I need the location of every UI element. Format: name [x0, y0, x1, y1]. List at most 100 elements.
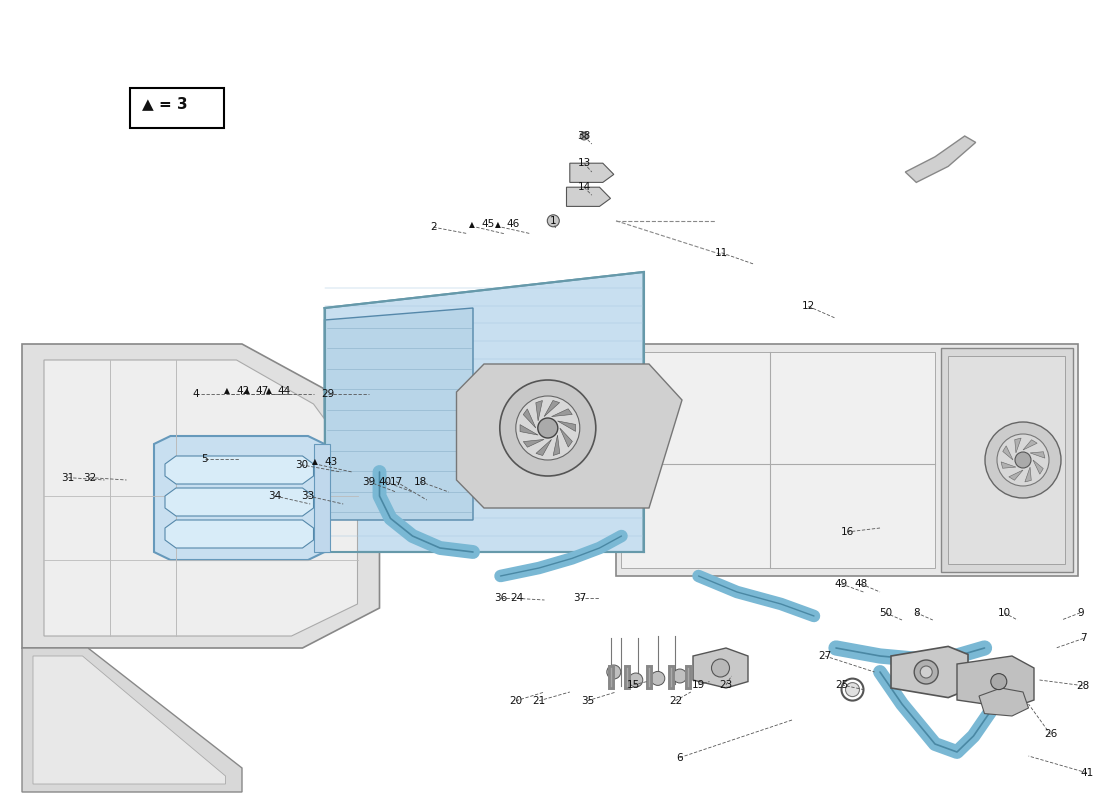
Text: 16: 16 — [840, 527, 854, 537]
Text: 12: 12 — [802, 302, 815, 311]
Polygon shape — [957, 656, 1034, 708]
Text: 26: 26 — [1044, 730, 1057, 739]
Text: 35: 35 — [581, 696, 594, 706]
Polygon shape — [1001, 462, 1016, 468]
Polygon shape — [1003, 446, 1013, 460]
Polygon shape — [544, 401, 560, 417]
Text: 47: 47 — [256, 386, 270, 396]
Text: ▲ = 3: ▲ = 3 — [143, 97, 188, 111]
Polygon shape — [891, 646, 968, 698]
Polygon shape — [165, 456, 314, 484]
Polygon shape — [314, 444, 330, 552]
Polygon shape — [524, 439, 544, 447]
Text: 25: 25 — [835, 680, 848, 690]
Text: 14: 14 — [578, 182, 591, 192]
Text: 23: 23 — [719, 680, 733, 690]
Text: 9: 9 — [1077, 608, 1084, 618]
Text: ▲: ▲ — [495, 220, 500, 229]
Polygon shape — [693, 648, 748, 688]
Circle shape — [538, 418, 558, 438]
Text: 2: 2 — [430, 222, 437, 232]
Text: 44: 44 — [278, 386, 292, 396]
Polygon shape — [621, 352, 935, 568]
Circle shape — [921, 666, 932, 678]
Polygon shape — [524, 409, 536, 428]
Circle shape — [629, 673, 642, 687]
Polygon shape — [536, 401, 542, 421]
Text: 18: 18 — [414, 477, 427, 486]
Circle shape — [914, 660, 938, 684]
Text: 17: 17 — [389, 477, 403, 486]
Polygon shape — [940, 348, 1072, 572]
Text: 5: 5 — [201, 454, 208, 464]
Polygon shape — [558, 421, 575, 431]
Text: 50: 50 — [879, 608, 892, 618]
Polygon shape — [520, 425, 538, 435]
Polygon shape — [165, 488, 314, 516]
Circle shape — [499, 380, 596, 476]
Circle shape — [712, 659, 729, 677]
Text: 48: 48 — [855, 579, 868, 589]
Text: 32: 32 — [84, 473, 97, 482]
Text: 29: 29 — [321, 389, 334, 398]
Polygon shape — [979, 688, 1028, 716]
Text: 49: 49 — [835, 579, 848, 589]
Text: ▲: ▲ — [312, 458, 318, 466]
Text: ▲: ▲ — [244, 386, 250, 395]
Circle shape — [673, 669, 686, 683]
Text: 8: 8 — [913, 608, 920, 618]
Circle shape — [651, 671, 664, 686]
Text: 34: 34 — [268, 491, 282, 501]
Text: 7: 7 — [1080, 634, 1087, 643]
Text: 1: 1 — [550, 216, 557, 226]
Text: 19: 19 — [692, 680, 705, 690]
Text: 22: 22 — [669, 696, 682, 706]
Text: 46: 46 — [507, 219, 520, 230]
Text: 21: 21 — [532, 696, 546, 706]
Polygon shape — [566, 187, 610, 206]
Polygon shape — [1025, 467, 1032, 482]
Polygon shape — [1033, 460, 1043, 474]
Circle shape — [607, 665, 620, 679]
Polygon shape — [553, 435, 560, 455]
Circle shape — [548, 214, 559, 227]
Text: ▲: ▲ — [266, 386, 272, 395]
Text: 28: 28 — [1076, 681, 1089, 690]
Polygon shape — [456, 364, 682, 508]
Text: 37: 37 — [573, 594, 586, 603]
Text: 24: 24 — [510, 594, 524, 603]
Polygon shape — [1030, 452, 1045, 458]
Text: 39: 39 — [362, 477, 375, 486]
Circle shape — [991, 674, 1006, 690]
Polygon shape — [324, 272, 644, 552]
Text: 20: 20 — [509, 696, 522, 706]
Text: a purchase partner 1985: a purchase partner 1985 — [397, 307, 747, 525]
Polygon shape — [1009, 470, 1023, 480]
Polygon shape — [33, 656, 226, 784]
Polygon shape — [44, 360, 358, 636]
Text: ▲: ▲ — [224, 386, 230, 395]
Polygon shape — [324, 308, 473, 520]
Circle shape — [580, 132, 588, 140]
Polygon shape — [22, 344, 379, 648]
Text: 36: 36 — [494, 594, 507, 603]
Text: 38: 38 — [578, 131, 591, 141]
Polygon shape — [1023, 440, 1037, 450]
Text: 27: 27 — [818, 651, 832, 661]
Polygon shape — [948, 356, 1065, 564]
Circle shape — [984, 422, 1062, 498]
Polygon shape — [22, 648, 242, 792]
Text: 40: 40 — [378, 477, 392, 486]
Text: 33: 33 — [301, 491, 315, 501]
Polygon shape — [154, 436, 324, 560]
Polygon shape — [616, 344, 1078, 576]
Text: 41: 41 — [1080, 768, 1093, 778]
Text: ▲: ▲ — [470, 220, 475, 229]
Text: 10: 10 — [998, 608, 1011, 618]
Circle shape — [846, 682, 859, 697]
Text: 45: 45 — [482, 219, 495, 230]
Polygon shape — [1014, 438, 1021, 453]
Text: 43: 43 — [324, 457, 338, 466]
Text: 15: 15 — [627, 680, 640, 690]
Text: 31: 31 — [62, 473, 75, 482]
